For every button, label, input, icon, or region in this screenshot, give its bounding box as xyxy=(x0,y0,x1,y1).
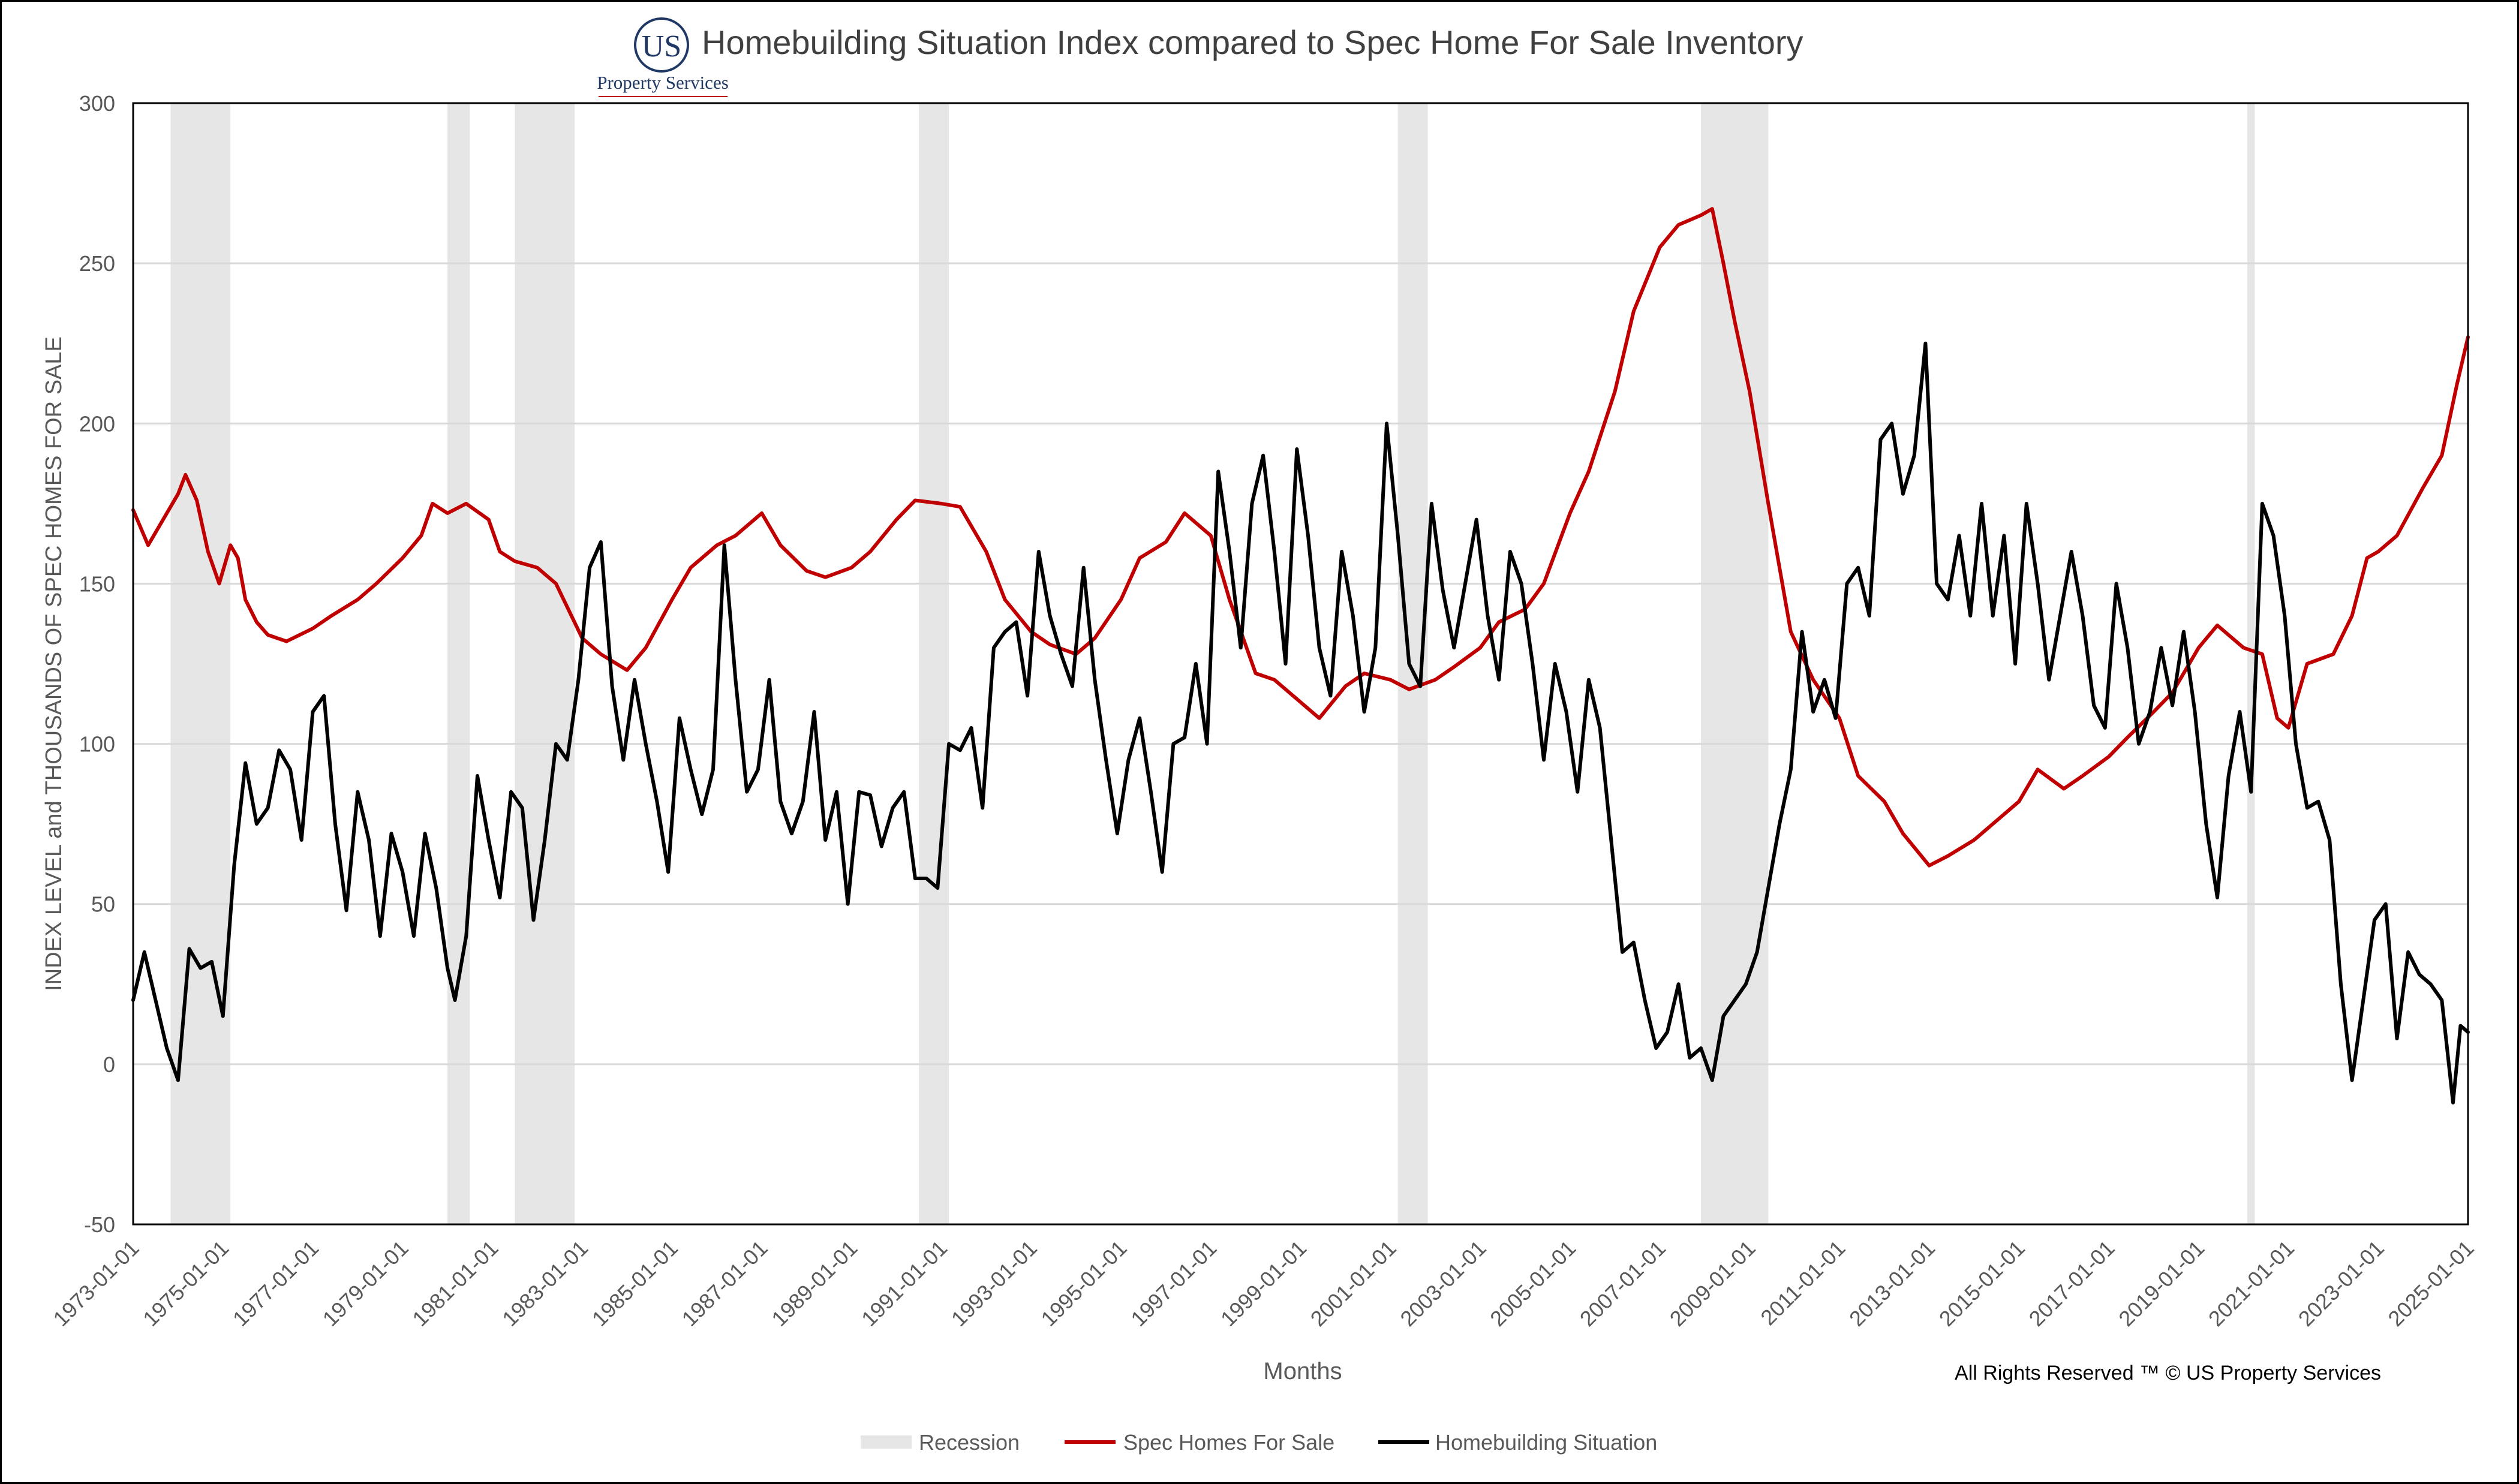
x-tick-label: 2017-01-01 xyxy=(2024,1236,2120,1331)
x-tick-label: 1993-01-01 xyxy=(946,1236,1042,1331)
x-tick-label: 2005-01-01 xyxy=(1485,1236,1580,1331)
x-tick-label: 2021-01-01 xyxy=(2204,1236,2299,1331)
x-tick-label: 1989-01-01 xyxy=(766,1236,862,1331)
legend-label: Homebuilding Situation xyxy=(1435,1430,1657,1455)
logo-ring xyxy=(634,17,689,73)
x-tick-label: 1977-01-01 xyxy=(228,1236,323,1331)
x-tick-label: 2023-01-01 xyxy=(2293,1236,2389,1331)
x-tick-label: 2011-01-01 xyxy=(1756,1236,1850,1330)
y-tick-label: 0 xyxy=(103,1052,115,1077)
recession-band xyxy=(1701,103,1769,1224)
y-tick-label: 150 xyxy=(79,571,115,596)
logo-caption: Property Services xyxy=(597,72,729,93)
y-tick-label: 250 xyxy=(79,251,115,276)
x-tick-label: 1973-01-01 xyxy=(48,1236,143,1331)
y-tick-label: 50 xyxy=(91,892,115,917)
x-tick-label: 1997-01-01 xyxy=(1126,1236,1221,1331)
x-axis-ticks: 1973-01-011975-01-011977-01-011979-01-01… xyxy=(48,1236,2478,1331)
logo-monogram: US xyxy=(642,29,681,64)
x-tick-label: 1999-01-01 xyxy=(1216,1236,1311,1331)
x-tick-label: 2009-01-01 xyxy=(1665,1236,1760,1331)
legend-label: Recession xyxy=(919,1430,1020,1455)
legend-label: Spec Homes For Sale xyxy=(1123,1430,1334,1455)
legend: Recession Spec Homes For Sale Homebuilding… xyxy=(861,1430,1657,1455)
x-tick-label: 2013-01-01 xyxy=(1844,1236,1940,1331)
x-tick-label: 1985-01-01 xyxy=(587,1236,683,1331)
series-lines xyxy=(131,207,2470,1104)
x-tick-label: 1991-01-01 xyxy=(856,1236,952,1331)
x-tick-label: 2003-01-01 xyxy=(1395,1236,1490,1331)
x-tick-label: 1995-01-01 xyxy=(1036,1236,1131,1331)
us-property-services-logo: US Property Services xyxy=(597,17,729,97)
plot-area-border xyxy=(132,102,2469,1226)
y-tick-label: 300 xyxy=(79,91,115,116)
x-tick-label: 2025-01-01 xyxy=(2383,1236,2478,1331)
x-tick-label: 2001-01-01 xyxy=(1306,1236,1401,1331)
y-tick-label: 200 xyxy=(79,411,115,436)
series-line-spec-homes-for-sale xyxy=(131,207,2470,868)
x-axis-title: Months xyxy=(1263,1358,1342,1384)
series-line-homebuilding-situation xyxy=(131,341,2470,1104)
recession-band xyxy=(447,103,470,1224)
recession-band xyxy=(515,103,575,1224)
recession-bands xyxy=(170,103,2255,1224)
recession-band xyxy=(2247,103,2255,1224)
y-tick-label: -50 xyxy=(84,1212,115,1237)
x-tick-label: 2007-01-01 xyxy=(1575,1236,1670,1331)
x-tick-label: 1987-01-01 xyxy=(677,1236,772,1331)
y-axis-title: INDEX LEVEL and THOUSANDS OF SPEC HOMES … xyxy=(41,336,67,991)
x-tick-label: 1979-01-01 xyxy=(318,1236,413,1331)
x-tick-label: 1983-01-01 xyxy=(497,1236,593,1331)
copyright-notice: All Rights Reserved ™ © US Property Serv… xyxy=(1955,1362,2381,1384)
legend-swatch-recession xyxy=(861,1435,912,1449)
recession-band xyxy=(919,103,949,1224)
x-tick-label: 1981-01-01 xyxy=(407,1236,503,1331)
x-tick-label: 2015-01-01 xyxy=(1934,1236,2030,1331)
chart-title: Homebuilding Situation Index compared to… xyxy=(702,23,1803,61)
x-tick-label: 1975-01-01 xyxy=(138,1236,233,1331)
y-axis-ticks: -50 0 50 100 150 200 250 300 xyxy=(79,91,115,1237)
y-tick-label: 100 xyxy=(79,732,115,757)
x-tick-label: 2019-01-01 xyxy=(2114,1236,2209,1331)
gridlines xyxy=(133,262,2468,1065)
